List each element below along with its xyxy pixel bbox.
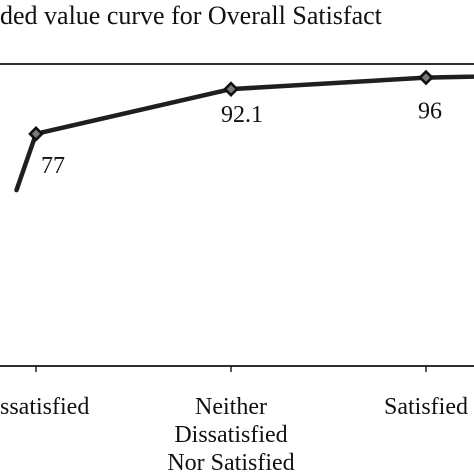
data-label-2: 96 xyxy=(418,99,442,125)
x-tick-label-0: ssatisfied xyxy=(0,394,89,420)
x-tick-label-1: Neither Dissatisfied Nor Satisfied xyxy=(167,394,294,474)
series-line xyxy=(14,74,474,193)
data-point-2 xyxy=(418,69,434,86)
data-point-1 xyxy=(223,81,239,97)
x-tick-label-2: Satisfied xyxy=(384,394,468,420)
data-point-0 xyxy=(28,126,44,142)
data-label-0: 77 xyxy=(41,153,65,179)
data-label-1: 92.1 xyxy=(221,102,263,128)
chart-title: ded value curve for Overall Satisfact xyxy=(0,1,383,30)
